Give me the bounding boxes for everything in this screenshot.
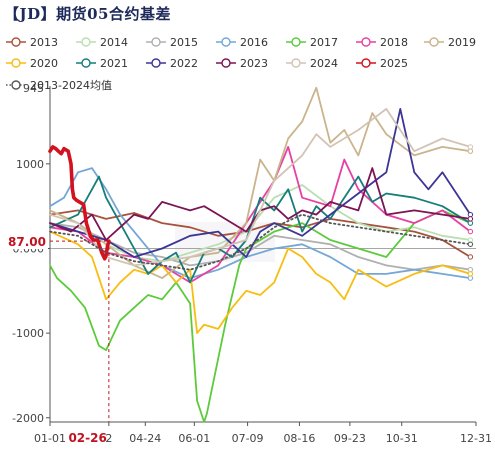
legend-label-2023: 2023 [240,57,268,70]
x-tick-label: 06-01 [178,432,210,445]
legend-label-2017: 2017 [310,36,338,49]
y-tick-label: 1000 [16,158,44,171]
x-tick-label: 01-01 [34,432,66,445]
legend-label-2024: 2024 [310,57,338,70]
chart-title: 【JD】期货05合约基差 [4,5,171,23]
legend-marker-2013 [11,37,21,47]
x-tick-label: 10-31 [386,432,418,445]
legend-label-2025: 2025 [380,57,408,70]
series-line-2016 [49,167,472,280]
series-line-2019 [49,86,472,280]
legend-marker-avg [11,80,21,90]
legend-label-2019: 2019 [448,36,476,49]
legend-label-2013: 2013 [30,36,58,49]
y-tick-label: -2000 [12,412,44,425]
series-line-2017 [49,209,472,423]
legend-label-2021: 2021 [100,57,128,70]
current-value-tag [4,232,48,250]
series-end-marker-2024 [467,144,474,150]
y-top-label: 945 [23,82,44,95]
series-line-avg [49,213,472,271]
x-tick-label: 09-23 [334,432,366,445]
series-line-2020 [49,230,472,335]
series-end-marker-2013 [467,254,474,260]
series-end-marker-2020 [467,271,474,277]
series-line-2018 [49,145,472,284]
series-line-2015 [49,222,472,271]
legend-marker-2020 [11,58,21,68]
series-end-marker-2018 [467,228,474,235]
x-tick-label: 08-16 [283,432,315,445]
x-tick-label: 2 [105,432,112,445]
y-tick-label: -1000 [12,327,44,340]
legend-marker-2021 [81,58,91,68]
current-value-label: 87.00 [8,235,46,249]
legend-label-2015: 2015 [170,36,198,49]
legend-label-2016: 2016 [240,36,268,49]
legend-marker-2025 [361,58,371,68]
legend-marker-2017 [291,37,301,47]
series-end-marker-avg [467,241,474,247]
highlight-date-label: 02-26 [68,431,106,445]
x-tick-label: 12-31 [460,432,492,445]
legend-marker-2024 [291,58,301,68]
series-end-marker-2023 [467,216,474,222]
series-line-2024 [49,108,472,267]
legend-label-2014: 2014 [100,36,128,49]
legend-label-avg: 2013-2024均值 [30,79,112,92]
x-tick-label: 07-09 [232,432,264,445]
legend-label-2022: 2022 [170,57,198,70]
legend-marker-2023 [221,58,231,68]
legend-label-2020: 2020 [30,57,58,70]
series-line-2022 [49,108,472,258]
legend-marker-2016 [221,37,231,47]
x-tick-label: 04-24 [129,432,161,445]
series-line-2014 [49,184,472,263]
series-line-2023 [49,167,472,241]
legend-marker-2019 [429,37,439,47]
legend-marker-2015 [151,37,161,47]
legend-marker-2018 [361,37,371,47]
series-line-2025 [48,145,111,261]
legend-label-2018: 2018 [380,36,408,49]
legend-marker-2014 [81,37,91,47]
legend-marker-2022 [151,58,161,68]
